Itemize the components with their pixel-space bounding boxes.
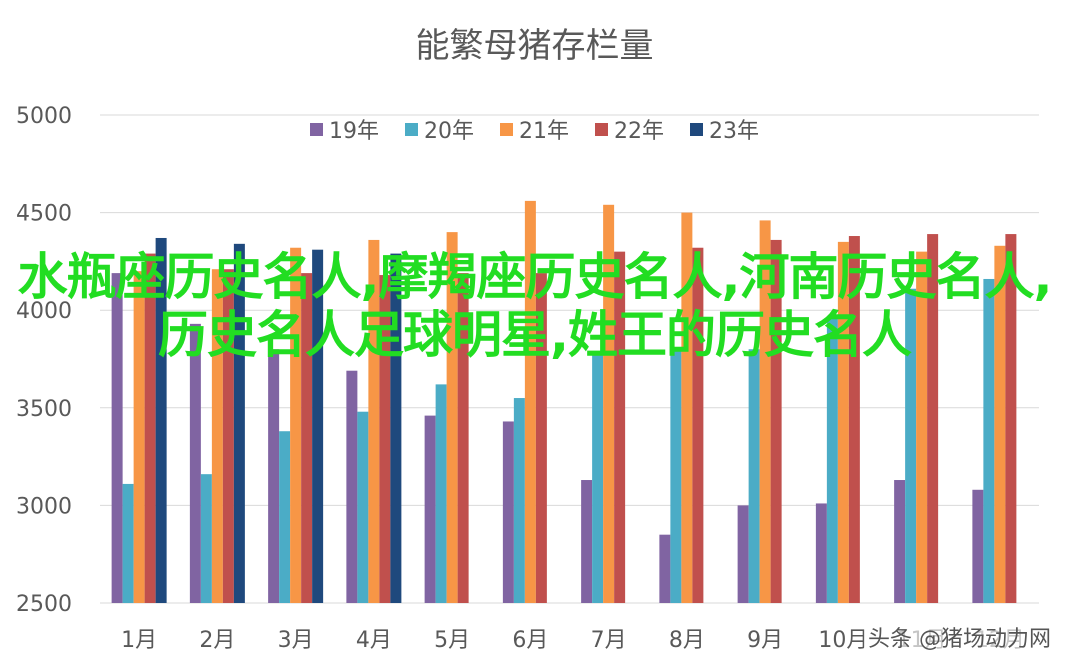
bar-20年-7月 [592,355,604,603]
chart-legend: 19年 20年 21年 22年 23年 [0,113,1069,145]
bar-19年-2月 [189,323,201,603]
legend-item: 19年 [310,113,379,145]
bar-19年-12月 [972,489,984,603]
bar-22年-8月 [692,247,704,603]
legend-label: 22年 [614,119,664,144]
bar-19年-5月 [424,415,436,603]
y-tick-label: 5000 [16,104,72,129]
bar-23年-2月 [233,243,245,603]
x-tick-label: 2月 [199,628,235,653]
y-tick-label: 4500 [16,202,72,227]
legend-item: 21年 [500,113,569,145]
legend-swatch [405,122,418,136]
x-tick-label: 4月 [356,628,392,653]
bar-22年-9月 [770,239,782,604]
x-tick-label: 10月 [818,628,868,653]
bar-22年-3月 [301,273,313,603]
bar-20年-9月 [748,349,760,603]
bar-21年-3月 [290,247,302,603]
y-tick-label: 3000 [16,494,72,519]
bar-21年-11月 [916,251,928,603]
bar-21年-10月 [837,241,849,603]
bar-21年-1月 [133,271,145,603]
bar-20年-4月 [357,411,369,603]
bar-22年-11月 [927,234,939,603]
bar-19年-4月 [346,370,358,603]
bar-20年-12月 [983,278,995,603]
bar-20年-6月 [513,398,525,603]
bar-22年-7月 [614,251,626,603]
x-tick-label: 5月 [434,628,470,653]
bar-21年-12月 [994,245,1006,603]
bar-20年-3月 [279,431,291,603]
watermark: 头条 @猪场动力网 [864,621,1055,653]
bar-21年-9月 [759,220,771,603]
bar-20年-5月 [435,384,447,603]
bar-23年-4月 [390,253,402,604]
bar-22年-5月 [457,273,469,603]
bar-19年-6月 [502,421,514,603]
bar-20年-10月 [826,318,838,603]
bar-19年-9月 [737,505,749,603]
y-tick-label: 3500 [16,397,72,422]
y-tick-label: 2500 [16,592,72,617]
bar-20年-8月 [670,351,682,603]
legend-swatch [595,122,608,136]
bar-23年-1月 [155,237,167,603]
bar-22年-4月 [379,275,391,603]
x-tick-label: 9月 [747,628,783,653]
bar-20年-2月 [200,474,212,603]
bar-21年-5月 [446,232,458,603]
bar-20年-1月 [122,483,134,603]
bar-23年-3月 [312,249,324,604]
bar-22年-6月 [535,273,547,603]
bar-19年-10月 [815,503,827,603]
legend-swatch [310,122,323,136]
legend-item: 22年 [595,113,664,145]
bar-22年-12月 [1005,234,1017,603]
bar-19年-7月 [581,480,593,603]
bar-21年-2月 [211,269,223,603]
x-tick-label: 1月 [121,628,157,653]
chart-title: 能繁母猪存栏量 [415,26,654,66]
x-tick-label: 8月 [669,628,705,653]
bar-19年-1月 [111,273,123,603]
overlay-headline: 水瓶座历史名人,摩羯座历史名人,河南历史名人,历史名人足球明星,姓王的历史名人 [17,248,1053,364]
x-tick-label: 3月 [278,628,314,653]
x-tick-label: 7月 [591,628,627,653]
bar-20年-11月 [905,288,917,603]
legend-swatch [500,122,513,136]
legend-swatch [690,122,703,136]
bar-19年-11月 [894,480,906,603]
bar-22年-10月 [848,236,860,604]
x-tick-label: 6月 [512,628,548,653]
legend-item: 23年 [690,113,759,145]
legend-label: 19年 [329,119,379,144]
bar-19年-3月 [268,349,280,603]
bar-21年-8月 [681,212,693,603]
bar-22年-2月 [222,269,234,603]
bar-21年-4月 [368,239,380,604]
legend-label: 20年 [424,119,474,144]
bar-21年-6月 [524,200,536,603]
legend-item: 20年 [405,113,474,145]
bar-19年-8月 [659,534,671,603]
legend-label: 21年 [519,119,569,144]
bar-21年-7月 [603,204,615,604]
legend-label: 23年 [709,119,759,144]
bar-22年-1月 [144,253,156,604]
y-tick-label: 4000 [16,299,72,324]
